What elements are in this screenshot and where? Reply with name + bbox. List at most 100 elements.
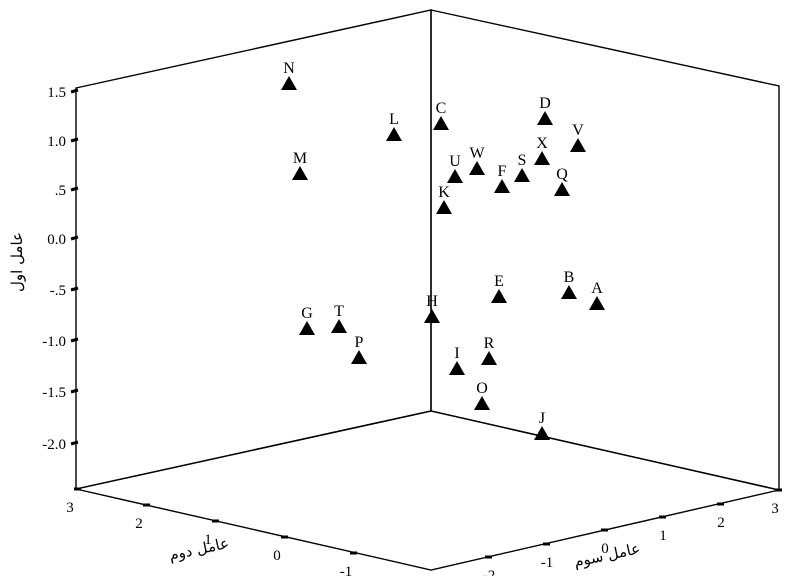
data-point: C (433, 100, 449, 130)
data-point: N (281, 60, 297, 90)
point-label: R (484, 335, 495, 352)
point-label: W (469, 145, 485, 162)
z-tick-label: 1.0 (47, 134, 66, 150)
y-tick-label: -1 (541, 555, 554, 571)
y-axis-ticks: -2 -1 0 1 2 3 (483, 488, 782, 576)
triangle-marker (481, 351, 497, 365)
data-point: M (292, 150, 308, 180)
triangle-marker (561, 285, 577, 299)
data-point: P (351, 334, 367, 364)
data-point: E (491, 273, 507, 303)
z-axis-ticks: 1.5 1.0 .5 0.0 -.5 -1.0 -1.5 -2.0 (42, 85, 79, 453)
z-tick-label: .5 (55, 183, 66, 199)
z-tick-mark (70, 388, 79, 394)
data-point: B (561, 269, 577, 299)
data-point: A (589, 280, 605, 310)
point-label: Q (556, 166, 568, 183)
point-label: G (301, 305, 313, 322)
triangle-marker (534, 151, 550, 165)
data-point: D (537, 95, 553, 125)
y-tick-label: 1 (659, 528, 667, 544)
data-point: O (474, 380, 490, 410)
triangle-marker (433, 116, 449, 130)
point-label: E (494, 273, 504, 290)
z-tick-mark (70, 235, 79, 241)
z-tick-label: -1.5 (42, 385, 66, 401)
y-tick-label: 3 (771, 501, 779, 517)
point-label: L (389, 111, 399, 128)
triangle-marker (474, 396, 490, 410)
x-tick-label: -1 (340, 564, 353, 576)
data-point: Q (554, 166, 570, 196)
point-label: M (293, 150, 307, 167)
x-tick-label: 2 (135, 516, 143, 532)
point-label: P (355, 334, 364, 351)
data-point: S (514, 152, 530, 182)
data-point: W (469, 145, 485, 175)
triangle-marker (331, 319, 347, 333)
y-tick-label: 0 (601, 541, 609, 557)
triangle-marker (449, 361, 465, 375)
triangle-marker (570, 138, 586, 152)
triangle-marker (589, 296, 605, 310)
z-axis-title: عامل اول (8, 232, 26, 292)
triangle-marker (491, 289, 507, 303)
z-tick-mark (70, 186, 79, 192)
box-frame (75, 9, 780, 571)
point-label: I (454, 345, 459, 362)
z-tick-label: -2.0 (42, 437, 66, 453)
data-point: X (534, 135, 550, 165)
triangle-marker (281, 76, 297, 90)
z-tick-mark (70, 440, 79, 446)
y-tick-label: -2 (483, 568, 496, 576)
triangle-marker (469, 161, 485, 175)
x-axis-ticks: 3 2 1 0 -1 (66, 487, 357, 576)
z-tick-mark (70, 337, 79, 343)
z-tick-label: 0.0 (47, 232, 66, 248)
point-label: B (564, 269, 575, 286)
triangle-marker (386, 127, 402, 141)
data-point: V (570, 122, 586, 152)
triangle-marker (351, 350, 367, 364)
triangle-marker (292, 166, 308, 180)
point-label: O (476, 380, 488, 397)
triangle-marker (514, 168, 530, 182)
data-point: J (534, 410, 550, 440)
triangle-marker (436, 200, 452, 214)
z-tick-mark (70, 137, 79, 143)
data-points: N L C D V M U W SX F Q K E BA H G TP R I O J (281, 60, 605, 440)
x-tick-label: 0 (273, 548, 281, 564)
point-label: U (449, 153, 461, 170)
z-tick-label: -.5 (50, 283, 66, 299)
data-point: U (447, 153, 463, 183)
triangle-marker (534, 426, 550, 440)
x-tick-label: 3 (66, 500, 74, 516)
y-tick-label: 2 (717, 515, 725, 531)
data-point: I (449, 345, 465, 375)
point-label: J (539, 410, 545, 427)
data-point: R (481, 335, 497, 365)
z-tick-label: 1.5 (47, 85, 66, 101)
point-label: S (518, 152, 527, 169)
point-label: F (498, 163, 507, 180)
back-wall-left (75, 9, 432, 490)
x-axis-title: عامل دوم (167, 534, 230, 564)
back-wall-right (430, 9, 780, 491)
z-tick-mark (70, 88, 79, 94)
triangle-marker (537, 111, 553, 125)
z-tick-label: -1.0 (42, 334, 66, 350)
triangle-marker (299, 321, 315, 335)
triangle-marker (424, 309, 440, 323)
point-label: N (283, 60, 295, 77)
triangle-marker (447, 169, 463, 183)
triangle-marker (554, 182, 570, 196)
point-label: H (426, 293, 438, 310)
point-label: D (539, 95, 551, 112)
data-point: L (386, 111, 402, 141)
data-point: H (424, 293, 440, 323)
point-label: C (436, 100, 447, 117)
x-tick-label: 1 (204, 532, 212, 548)
z-tick-mark (70, 286, 79, 292)
data-point: G (299, 305, 315, 335)
